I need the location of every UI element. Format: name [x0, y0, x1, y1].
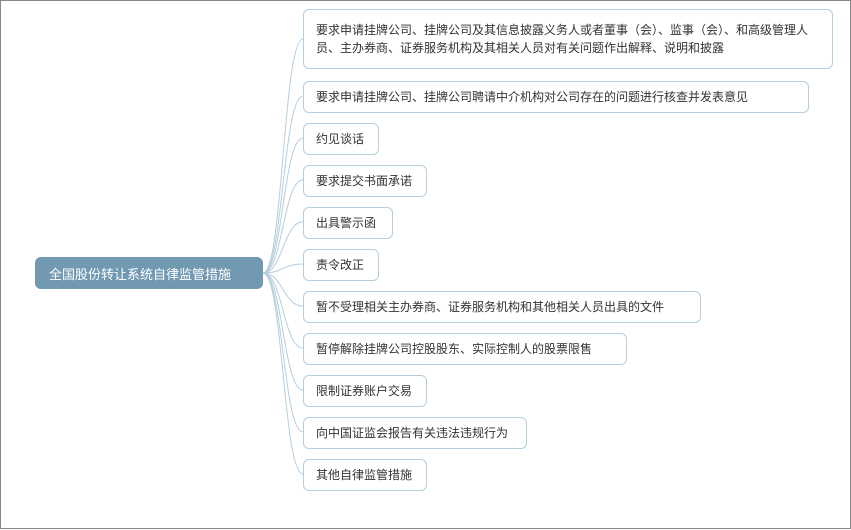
root-node: 全国股份转让系统自律监管措施	[35, 257, 263, 289]
child-node-6: 暂不受理相关主办券商、证券服务机构和其他相关人员出具的文件	[303, 291, 701, 323]
child-label: 要求提交书面承诺	[316, 172, 412, 190]
connector-7	[263, 273, 303, 348]
connector-9	[263, 273, 303, 432]
child-label: 出具警示函	[316, 214, 376, 232]
child-node-8: 限制证券账户交易	[303, 375, 427, 407]
child-label: 暂不受理相关主办券商、证券服务机构和其他相关人员出具的文件	[316, 298, 664, 316]
connector-10	[263, 273, 303, 474]
child-label: 要求申请挂牌公司、挂牌公司及其信息披露义务人或者董事（会）、监事（会）、和高级管…	[316, 21, 820, 57]
connector-3	[263, 180, 303, 273]
child-label: 暂停解除挂牌公司控股股东、实际控制人的股票限售	[316, 340, 592, 358]
child-node-2: 约见谈话	[303, 123, 379, 155]
child-node-5: 责令改正	[303, 249, 379, 281]
child-node-4: 出具警示函	[303, 207, 393, 239]
child-label: 约见谈话	[316, 130, 364, 148]
child-label: 责令改正	[316, 256, 364, 274]
child-node-9: 向中国证监会报告有关违法违规行为	[303, 417, 527, 449]
connector-1	[263, 96, 303, 273]
connector-8	[263, 273, 303, 390]
child-label: 其他自律监管措施	[316, 466, 412, 484]
connector-4	[263, 222, 303, 273]
child-node-7: 暂停解除挂牌公司控股股东、实际控制人的股票限售	[303, 333, 627, 365]
connector-2	[263, 138, 303, 273]
connector-0	[263, 39, 303, 273]
child-label: 要求申请挂牌公司、挂牌公司聘请中介机构对公司存在的问题进行核查并发表意见	[316, 88, 748, 106]
child-node-0: 要求申请挂牌公司、挂牌公司及其信息披露义务人或者董事（会）、监事（会）、和高级管…	[303, 9, 833, 69]
child-label: 限制证券账户交易	[316, 382, 412, 400]
child-node-1: 要求申请挂牌公司、挂牌公司聘请中介机构对公司存在的问题进行核查并发表意见	[303, 81, 809, 113]
child-node-3: 要求提交书面承诺	[303, 165, 427, 197]
child-node-10: 其他自律监管措施	[303, 459, 427, 491]
root-label: 全国股份转让系统自律监管措施	[49, 264, 231, 283]
mindmap-container: { "canvas": { "width": 851, "height": 52…	[0, 0, 851, 529]
connector-5	[263, 264, 303, 273]
child-label: 向中国证监会报告有关违法违规行为	[316, 424, 508, 442]
connector-6	[263, 273, 303, 306]
